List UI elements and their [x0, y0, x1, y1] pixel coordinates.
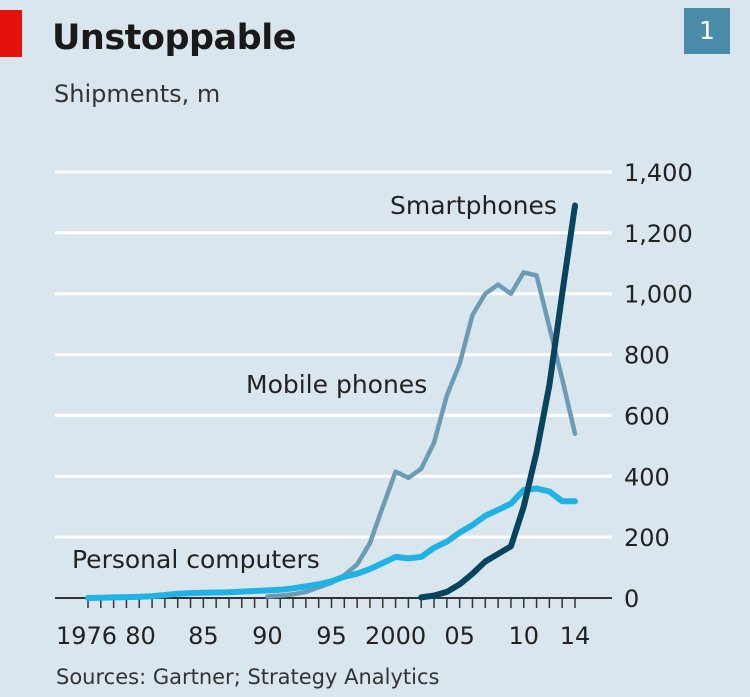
- series-label: Smartphones: [390, 191, 557, 220]
- chart-subtitle: Shipments, m: [54, 80, 221, 108]
- y-tick-label: 400: [624, 463, 670, 491]
- y-tick-label: 1,400: [624, 159, 693, 187]
- y-tick-label: 800: [624, 342, 670, 370]
- x-tick-label: 1976: [56, 622, 117, 650]
- series-label: Mobile phones: [246, 370, 427, 399]
- x-tick-label: 85: [188, 622, 219, 650]
- chart-number-badge: 1: [684, 8, 730, 54]
- y-tick-label: 1,200: [624, 220, 693, 248]
- series-label: Personal computers: [72, 545, 320, 574]
- series-line-personal-computers: [85, 485, 578, 601]
- series-line-mobile-phones: [265, 270, 578, 599]
- y-tick-label: 1,000: [624, 281, 693, 309]
- y-tick-label: 600: [624, 402, 670, 430]
- source-note: Sources: Gartner; Strategy Analytics: [56, 665, 440, 689]
- x-tick-label: 90: [252, 622, 283, 650]
- x-tick-label: 14: [560, 622, 591, 650]
- x-tick-label: 05: [444, 622, 475, 650]
- x-tick-label: 10: [508, 622, 539, 650]
- series-line-smartphones: [418, 202, 578, 601]
- x-tick-label: 2000: [365, 622, 426, 650]
- y-tick-label: 200: [624, 524, 670, 552]
- brand-red-tag: [0, 10, 22, 57]
- y-tick-label: 0: [624, 585, 639, 613]
- x-tick-label: 80: [125, 622, 156, 650]
- chart-title: Unstoppable: [52, 18, 296, 58]
- x-tick-label: 95: [316, 622, 347, 650]
